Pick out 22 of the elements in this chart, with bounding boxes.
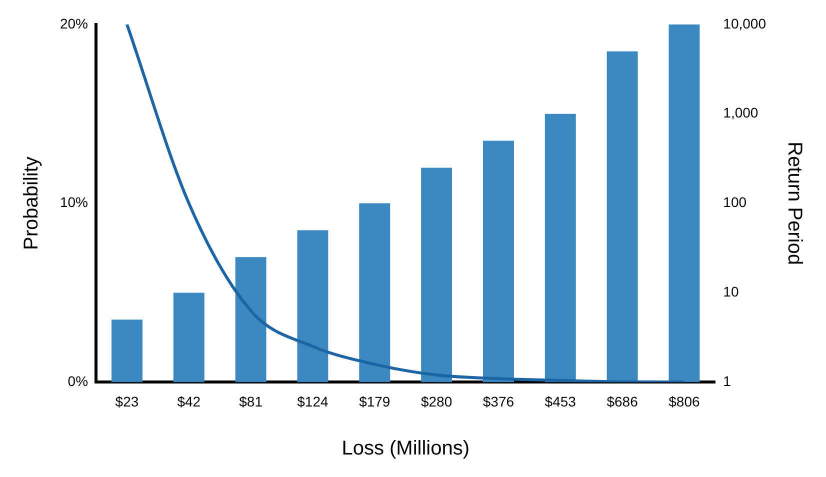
line-series <box>125 24 686 382</box>
y2-tick-label: 1,000 <box>723 104 758 121</box>
y2-tick-label: 10,000 <box>723 15 766 32</box>
y2-tick-label: 10 <box>723 284 739 300</box>
y2-tick-label: 1 <box>723 373 732 390</box>
y-tick-label: 10% <box>60 194 88 210</box>
x-tick-label: $806 <box>668 393 700 410</box>
x-axis-title: Loss (Millions) <box>342 438 470 460</box>
x-tick-label: $686 <box>606 393 638 410</box>
y-axis-title: Probability <box>20 156 43 250</box>
x-tick-label: $453 <box>544 393 576 410</box>
y-tick-label: 0% <box>68 373 88 390</box>
x-tick-label: $376 <box>482 393 514 410</box>
y-tick-label: 20% <box>60 15 88 32</box>
x-tick-label: $42 <box>177 393 201 410</box>
x-tick-label: $280 <box>420 393 452 410</box>
x-tick-label: $81 <box>239 393 263 410</box>
y2-axis-title: Return Period <box>783 142 806 266</box>
y2-tick-label: 100 <box>723 194 747 210</box>
x-tick-label: $124 <box>297 393 329 410</box>
x-tick-label: $23 <box>115 393 139 410</box>
x-tick-label: $179 <box>359 393 390 410</box>
